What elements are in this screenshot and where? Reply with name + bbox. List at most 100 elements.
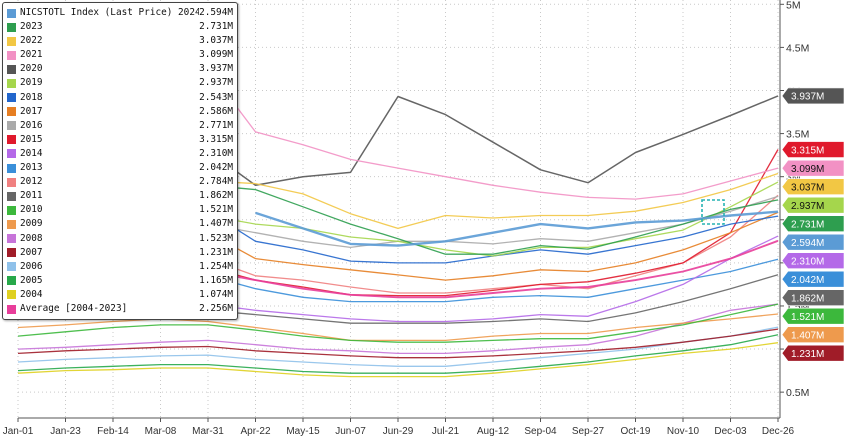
value-badge: 2.937M (781, 196, 845, 214)
legend-item: 2008 1.523M (7, 232, 233, 246)
legend-swatch (7, 149, 16, 159)
y-tick-label: 5M (786, 0, 801, 11)
legend-label: 2006 (20, 260, 43, 272)
legend-label: 2007 (20, 246, 43, 258)
badge-label: 3.037M (791, 182, 824, 193)
legend-item: 2023 2.731M (7, 20, 233, 34)
x-tick-label: Dec-26 (762, 426, 795, 437)
legend-item: 2004 1.074M (7, 288, 233, 302)
legend-value: 2.310M (199, 147, 233, 159)
x-tick-label: Sep-27 (572, 426, 605, 437)
legend-item: 2007 1.231M (7, 246, 233, 260)
badge-label: 2.594M (791, 238, 824, 249)
value-badge: 3.315M (781, 141, 845, 158)
legend-label: 2021 (20, 49, 43, 61)
y-tick-label: 0.5M (786, 387, 809, 399)
legend: NICSTOTL Index (Last Price) 2024 2.594M 20… (2, 2, 238, 321)
legend-item: 2020 3.937M (7, 62, 233, 76)
badge-label: 2.731M (791, 219, 824, 230)
series-line-2006 (17, 326, 779, 367)
x-tick-label: Nov-10 (667, 426, 700, 437)
legend-item: 2011 1.862M (7, 189, 233, 203)
legend-label: 2008 (20, 232, 43, 244)
series-line-2008 (17, 303, 779, 355)
series-line-2005 (17, 334, 779, 374)
x-tick-label: Sep-04 (524, 426, 557, 437)
value-badge: 1.231M (781, 344, 845, 362)
dashed-highlight-box (701, 199, 725, 225)
legend-item: 2005 1.165M (7, 274, 233, 288)
legend-label: 2004 (20, 288, 43, 300)
legend-swatch (7, 248, 16, 258)
badge-label: 1.521M (791, 312, 824, 323)
value-badge: 3.937M (781, 87, 845, 105)
value-badge: 3.037M (781, 178, 845, 195)
legend-value: 1.254M (199, 260, 233, 272)
legend-value: 1.862M (199, 190, 233, 202)
legend-value: 3.099M (199, 49, 233, 61)
legend-label: 2018 (20, 91, 43, 103)
value-badge: 2.310M (781, 252, 845, 269)
legend-label: 2010 (20, 204, 43, 216)
legend-label: 2022 (20, 35, 43, 47)
series-line-nicstotl-index-last-price-2024 (255, 210, 779, 247)
badge-label: 2.937M (791, 201, 824, 212)
legend-swatch (7, 135, 16, 145)
y-tick-label: 3.5M (786, 129, 809, 141)
legend-item: 2013 2.042M (7, 161, 233, 175)
x-tick-label: Jun-29 (383, 426, 414, 437)
badge-label: 2.310M (791, 256, 824, 267)
legend-item: 2015 3.315M (7, 133, 233, 147)
value-badge: 1.862M (781, 289, 845, 306)
legend-value: 2.543M (199, 91, 233, 103)
legend-label: 2005 (20, 274, 43, 286)
badge-label: 2.042M (791, 275, 824, 286)
badge-shape (781, 215, 845, 232)
legend-swatch (7, 219, 16, 229)
legend-label: 2013 (20, 162, 43, 174)
badge-shape (781, 178, 845, 195)
legend-swatch (7, 290, 16, 300)
badge-shape (781, 307, 845, 325)
legend-value: 1.521M (199, 204, 233, 216)
legend-value: 3.315M (199, 133, 233, 145)
legend-item: 2019 2.937M (7, 76, 233, 90)
badge-shape (781, 270, 845, 288)
legend-swatch (7, 36, 16, 46)
x-tick-label: Mar-31 (192, 426, 224, 437)
value-badge: 1.407M (781, 326, 845, 343)
badge-shape (781, 87, 845, 105)
legend-value: 1.523M (199, 232, 233, 244)
legend-label: 2012 (20, 176, 43, 188)
legend-swatch (7, 79, 16, 89)
badge-shape (781, 252, 845, 269)
legend-swatch (7, 234, 16, 244)
legend-label: 2020 (20, 63, 43, 75)
legend-swatch (7, 304, 16, 314)
legend-item: 2021 3.099M (7, 48, 233, 62)
x-tick-label: Feb-14 (97, 426, 129, 437)
series-lines (17, 63, 779, 378)
value-badge: 3.099M (781, 159, 845, 177)
badge-label: 1.231M (791, 349, 824, 360)
legend-label: 2017 (20, 105, 43, 117)
legend-swatch (7, 50, 16, 60)
legend-label: 2015 (20, 133, 43, 145)
legend-swatch (7, 177, 16, 187)
badge-shape (781, 159, 845, 177)
legend-label: 2016 (20, 119, 43, 131)
legend-value: 2.937M (199, 77, 233, 89)
legend-value: 1.074M (199, 288, 233, 300)
legend-swatch (7, 107, 16, 117)
badge-shape (781, 344, 845, 362)
value-badge: 2.042M (781, 270, 845, 288)
legend-value: 2.731M (199, 21, 233, 33)
legend-value: 2.594M (199, 7, 233, 18)
legend-value: 1.165M (199, 274, 233, 286)
legend-item: Average [2004-2023] 2.256M (7, 302, 233, 316)
legend-label: 2009 (20, 218, 43, 230)
legend-item: 2010 1.521M (7, 203, 233, 217)
badge-shape (781, 196, 845, 214)
value-badge: 2.731M (781, 215, 845, 232)
